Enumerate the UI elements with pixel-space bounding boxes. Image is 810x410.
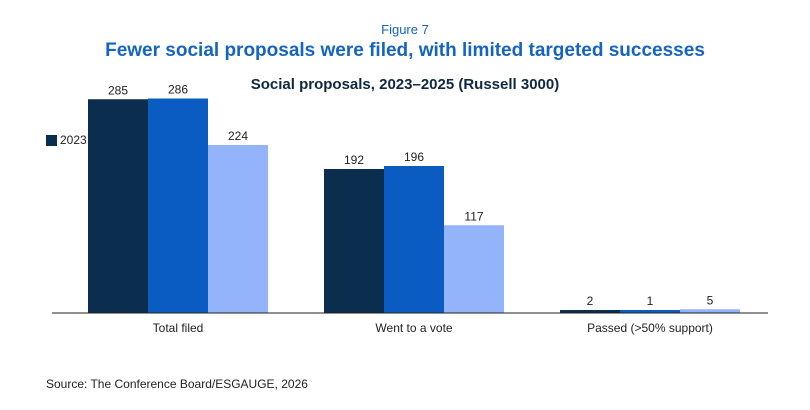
chart-subtitle: Social proposals, 2023–2025 (Russell 300… [250, 76, 560, 93]
data-label-2024-3: 1 [647, 294, 654, 308]
bar-2024-1 [148, 98, 208, 313]
bar-2024-3 [620, 310, 680, 313]
bar-2023-2 [324, 169, 384, 313]
source-note: Source: The Conference Board/ESGAUGE, 20… [46, 377, 308, 391]
legend-swatch-2023 [46, 134, 57, 146]
data-label-2025-1: 224 [228, 129, 248, 143]
data-label-2023-1: 285 [108, 83, 128, 97]
data-label-2023-2: 192 [344, 153, 364, 167]
category-label-3: Passed (>50% support) [587, 321, 713, 335]
category-label-1: Total filed [153, 321, 204, 335]
data-label-2024-2: 196 [404, 150, 424, 164]
bar-2025-3 [680, 309, 740, 313]
legend-label-2023: 2023 [60, 133, 87, 147]
data-label-2025-2: 117 [464, 209, 483, 223]
chart-title: Fewer social proposals were filed, with … [105, 40, 705, 61]
figure-label: Figure 7 [381, 22, 429, 37]
legend-item-2023: 2023 [46, 133, 87, 147]
data-label-2024-1: 286 [168, 83, 188, 97]
bar-2023-3 [560, 310, 620, 313]
data-label-2023-3: 2 [587, 294, 594, 308]
bar-2023-1 [88, 99, 148, 313]
data-label-2025-3: 5 [707, 293, 714, 307]
bar-2024-2 [384, 166, 444, 313]
bar-2025-1 [208, 145, 268, 313]
bar-2025-2 [444, 225, 504, 313]
category-label-2: Went to a vote [375, 321, 452, 335]
